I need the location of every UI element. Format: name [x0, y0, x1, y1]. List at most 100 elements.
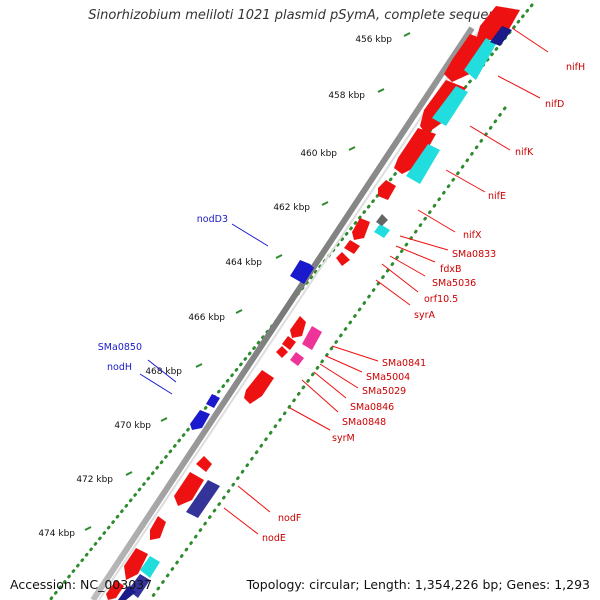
gene-nifH-navy[interactable]: [490, 26, 512, 46]
gene-nifE-cyan[interactable]: [406, 144, 440, 184]
scale-label: 460 kbp: [300, 149, 337, 159]
gene-label[interactable]: SMa5029: [362, 386, 406, 397]
gene-SMa5029[interactable]: [276, 346, 288, 358]
gene-nifK-cyan[interactable]: [432, 86, 468, 126]
gene-nodH[interactable]: [206, 394, 220, 408]
scale-label: 470 kbp: [114, 421, 151, 431]
gene-edge-b[interactable]: [106, 580, 124, 600]
scale-label: 464 kbp: [225, 258, 262, 268]
scale-tick: [348, 146, 356, 151]
callout-line: [417, 209, 456, 233]
callout-line: [139, 373, 173, 395]
scale-label: 462 kbp: [273, 203, 310, 213]
callout-line: [511, 27, 549, 53]
callout-line: [289, 407, 331, 431]
callout-line: [301, 379, 339, 413]
gene-SMa0850[interactable]: [190, 410, 210, 430]
gene-fdxB-cyan[interactable]: [374, 224, 390, 238]
scale-label: 466 kbp: [188, 313, 225, 323]
scale-label: 472 kbp: [76, 475, 113, 485]
gene-SMa0841[interactable]: [290, 316, 306, 338]
gene-label[interactable]: SMa0848: [342, 417, 386, 428]
forward-strand-genes: [106, 6, 520, 600]
gene-label[interactable]: nodE: [262, 533, 286, 544]
gene-SMa5004[interactable]: [282, 336, 296, 350]
gene-label[interactable]: nifH: [566, 62, 585, 73]
scale-tick: [377, 88, 385, 93]
gene-fdxB[interactable]: [344, 240, 360, 254]
gene-nifX[interactable]: [378, 180, 396, 200]
scale-tick: [195, 363, 203, 368]
topology-label: Topology: circular; Length: 1,354,226 bp…: [246, 577, 590, 592]
gene-label[interactable]: nodH: [107, 362, 132, 373]
callout-line: [399, 235, 449, 251]
callout-line: [497, 75, 541, 99]
gene-bottom-navy[interactable]: [118, 586, 136, 600]
gene-nifD-cyan[interactable]: [464, 38, 496, 80]
inner-track: [148, 106, 507, 600]
gene-nodE-region[interactable]: [150, 516, 166, 540]
gene-label-callouts: nifH nifD nifK nifE nifX SMa0833 fdxB SMa5036 or…: [98, 27, 585, 544]
gene-nifE[interactable]: [394, 128, 436, 174]
callout-line: [389, 255, 426, 277]
scale-label: 474 kbp: [38, 529, 75, 539]
other-genes: [118, 26, 512, 600]
gene-label[interactable]: SMa0841: [382, 358, 426, 369]
callout-line: [147, 359, 177, 383]
callout-line: [445, 169, 486, 193]
gene-nodD3[interactable]: [290, 260, 314, 284]
gene-SMa0833[interactable]: [352, 218, 370, 240]
gene-label[interactable]: SMa5036: [432, 278, 476, 289]
gene-nodE[interactable]: [174, 472, 204, 506]
gene-nifX-gray[interactable]: [376, 214, 388, 226]
reverse-strand-genes: [190, 260, 314, 430]
callout-line: [469, 125, 511, 151]
gene-nodF-navy[interactable]: [186, 480, 220, 518]
accession-label: Accession: NC_003037: [10, 577, 153, 592]
gene-label[interactable]: SMa0850: [98, 342, 142, 353]
gene-SMa0846-pink[interactable]: [290, 352, 304, 366]
callout-line: [381, 263, 419, 293]
gene-nifD[interactable]: [444, 34, 490, 82]
gene-SMa0841-pink[interactable]: [302, 326, 322, 350]
scale-tick: [125, 471, 133, 476]
callout-line: [223, 507, 259, 535]
gene-label[interactable]: syrA: [414, 310, 435, 321]
callout-line: [237, 485, 271, 513]
scale-tick: [321, 201, 329, 206]
backbone-highlight: [98, 31, 479, 600]
callout-line: [313, 371, 347, 399]
gene-label[interactable]: nodD3: [197, 214, 228, 225]
gene-label[interactable]: nifK: [515, 147, 534, 158]
gene-label[interactable]: nifE: [488, 191, 506, 202]
gene-edge-cyan[interactable]: [140, 556, 160, 578]
gene-label[interactable]: SMa0833: [452, 249, 496, 260]
scale-tick: [84, 526, 92, 531]
callout-line: [319, 363, 359, 389]
gene-edge-a[interactable]: [124, 548, 148, 580]
callout-line: [375, 279, 411, 306]
gene-nifH[interactable]: [476, 6, 520, 40]
map-title: Sinorhizobium meliloti 1021 plasmid pSym…: [88, 8, 512, 23]
gene-label[interactable]: SMa0846: [350, 402, 394, 413]
callout-line: [231, 223, 269, 247]
gene-SMa5036[interactable]: [336, 252, 350, 266]
gene-label[interactable]: orf10.5: [424, 294, 458, 305]
gene-label[interactable]: nifX: [463, 230, 482, 241]
scale-tick: [275, 254, 283, 259]
gene-label[interactable]: nodF: [278, 513, 301, 524]
gene-nodF[interactable]: [196, 456, 212, 472]
callout-line: [395, 245, 436, 263]
callout-line: [325, 355, 363, 373]
callout-line: [331, 345, 379, 362]
backbone: [90, 26, 475, 600]
scale-tick: [235, 309, 243, 314]
gene-label[interactable]: fdxB: [440, 264, 462, 275]
scale-label: 458 kbp: [328, 91, 365, 101]
scale-tick: [160, 417, 168, 422]
gene-label[interactable]: nifD: [545, 99, 564, 110]
gene-syrM[interactable]: [244, 370, 274, 404]
gene-label[interactable]: syrM: [332, 433, 355, 444]
gene-label[interactable]: SMa5004: [366, 372, 410, 383]
